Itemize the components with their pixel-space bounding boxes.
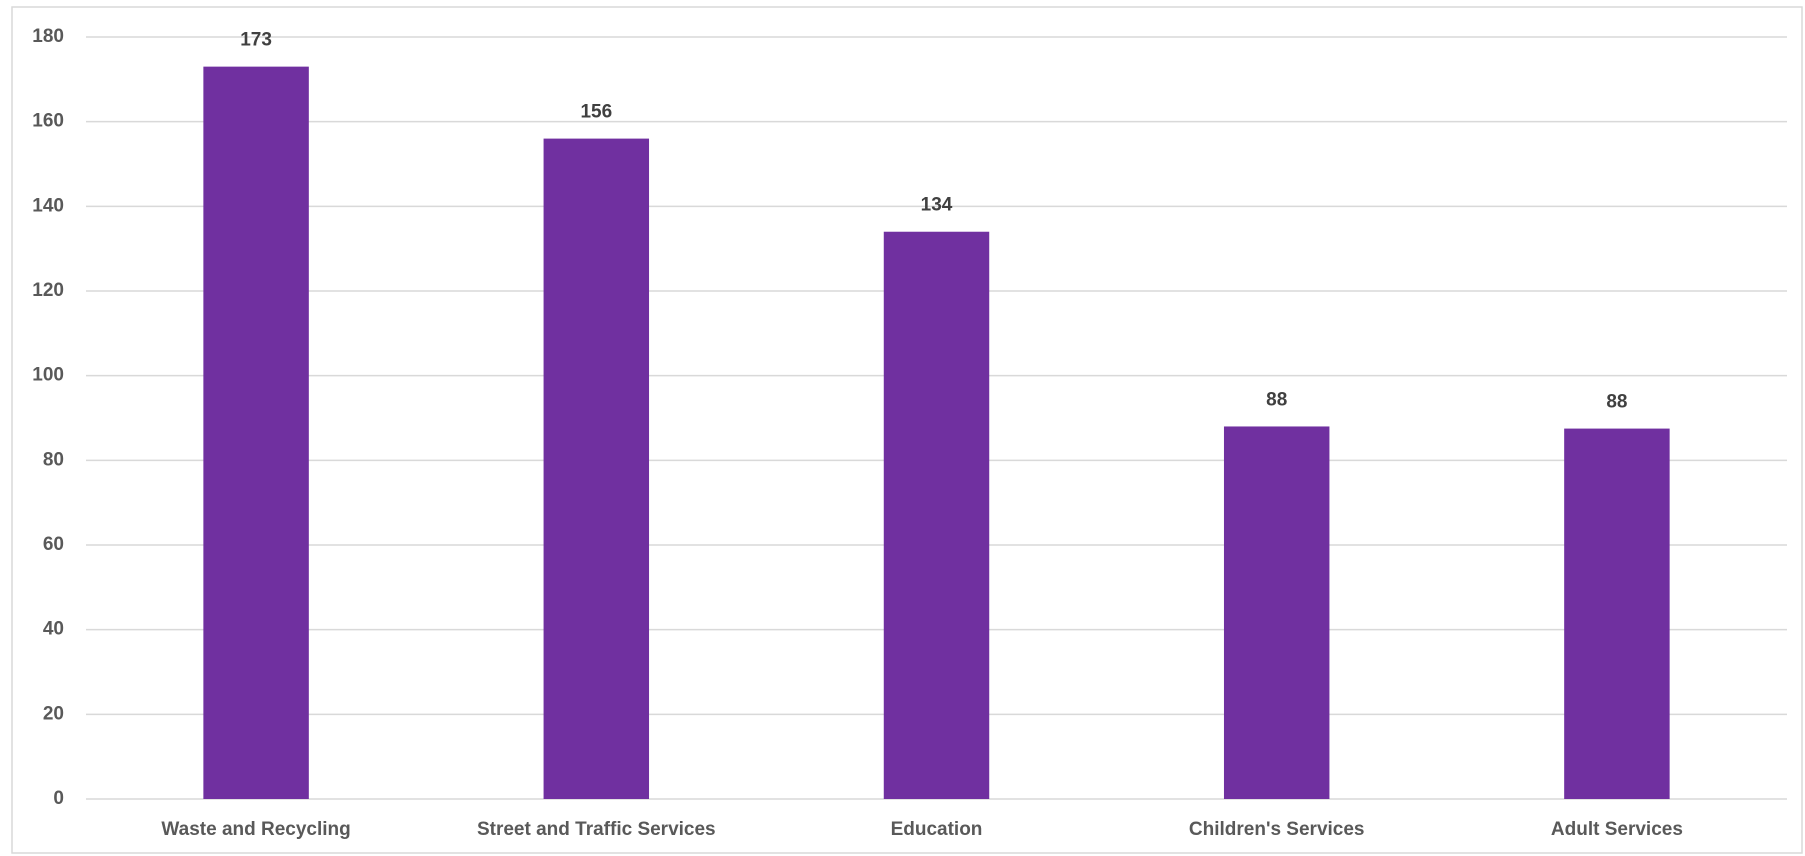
y-tick-label: 80 [43,449,64,470]
x-tick-label: Children's Services [1189,819,1365,840]
x-tick-label: Adult Services [1551,819,1683,840]
data-label: 173 [240,30,272,51]
data-label: 88 [1266,389,1287,410]
y-tick-label: 100 [32,365,64,386]
bar [543,138,650,800]
bar [883,231,990,799]
data-label: 134 [921,195,953,216]
y-tick-label: 140 [32,195,64,216]
bar [1223,426,1330,799]
data-label: 88 [1606,392,1627,413]
data-label: 156 [580,102,612,123]
y-tick-label: 0 [53,788,64,809]
bar [1564,428,1670,799]
bar [203,66,309,800]
x-tick-label: Education [891,819,983,840]
y-tick-label: 60 [43,534,64,555]
y-tick-label: 120 [32,280,64,301]
y-tick-label: 40 [43,619,64,640]
x-tick-label: Street and Traffic Services [477,819,716,840]
y-tick-label: 160 [32,111,64,132]
x-tick-label: Waste and Recycling [161,819,350,840]
y-tick-label: 20 [43,703,64,724]
y-tick-label: 180 [32,26,64,47]
